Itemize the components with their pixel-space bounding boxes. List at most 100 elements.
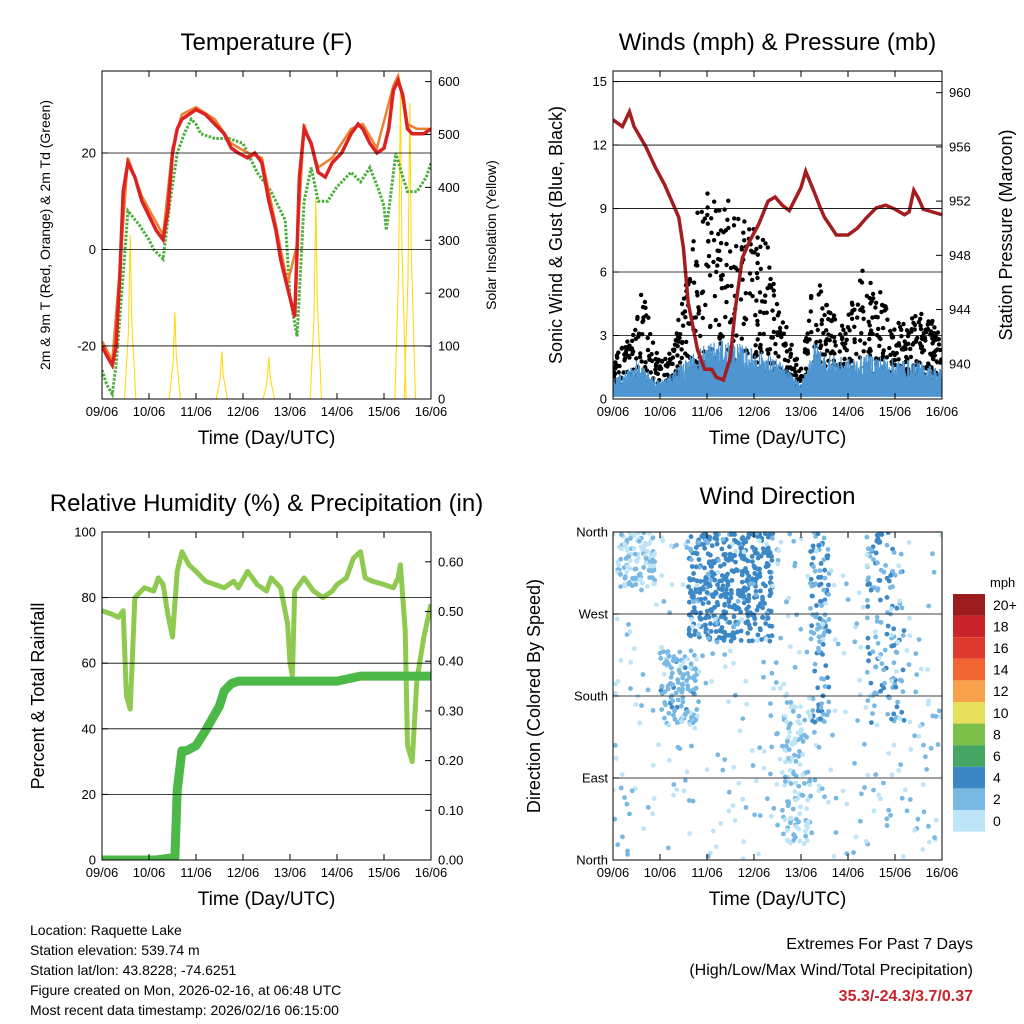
direction-point bbox=[821, 587, 827, 593]
direction-point bbox=[696, 699, 701, 705]
gust-point bbox=[753, 313, 758, 318]
direction-point bbox=[864, 669, 870, 675]
x-axis-label: Time (Day/UTC) bbox=[198, 428, 336, 449]
direction-point bbox=[690, 720, 696, 725]
gust-point bbox=[709, 216, 714, 221]
gust-point bbox=[758, 244, 763, 249]
direction-point bbox=[826, 699, 832, 705]
gust-point bbox=[639, 359, 644, 364]
direction-point bbox=[689, 715, 694, 720]
direction-point bbox=[659, 683, 665, 689]
direction-point bbox=[646, 532, 652, 536]
direction-point bbox=[819, 701, 825, 706]
gust-point bbox=[649, 358, 655, 364]
gust-point bbox=[870, 331, 875, 337]
solar-insolation-line bbox=[215, 351, 228, 399]
direction-point bbox=[835, 641, 841, 647]
direction-point bbox=[767, 580, 773, 585]
gust-point bbox=[822, 352, 827, 357]
direction-point bbox=[680, 660, 686, 665]
direction-point bbox=[893, 684, 899, 690]
direction-point bbox=[729, 591, 734, 596]
direction-point bbox=[622, 795, 627, 800]
y-axis-label: Percent & Total Rainfall bbox=[28, 603, 48, 790]
temperature-panel: 09/06 10/06 11/06 12/06 13/06 14/06 15/06 16/06… bbox=[37, 29, 499, 449]
direction-point bbox=[768, 701, 773, 706]
y-tick-label: 6 bbox=[600, 265, 607, 280]
direction-point bbox=[688, 534, 694, 540]
direction-point bbox=[818, 705, 824, 710]
direction-point bbox=[818, 561, 824, 566]
gust-point bbox=[743, 317, 749, 322]
direction-point bbox=[781, 831, 786, 837]
gust-point bbox=[628, 347, 633, 352]
direction-point bbox=[659, 645, 664, 650]
direction-point bbox=[686, 584, 691, 590]
gust-point bbox=[932, 325, 937, 330]
gust-point bbox=[817, 283, 823, 288]
direction-point bbox=[746, 622, 752, 628]
direction-point bbox=[894, 704, 900, 710]
direction-point bbox=[715, 569, 721, 575]
y-tick-label: 15 bbox=[593, 74, 607, 89]
gust-point bbox=[859, 331, 864, 336]
direction-point bbox=[624, 569, 630, 575]
gust-point bbox=[861, 349, 866, 354]
direction-point bbox=[782, 817, 788, 822]
gust-point bbox=[679, 340, 685, 346]
direction-point bbox=[775, 822, 780, 828]
gust-point bbox=[622, 356, 628, 361]
direction-point bbox=[659, 691, 665, 696]
direction-point bbox=[679, 682, 685, 688]
gust-point bbox=[645, 347, 651, 353]
direction-point bbox=[678, 718, 684, 724]
direction-point bbox=[871, 585, 877, 590]
direction-point bbox=[674, 787, 680, 792]
direction-point bbox=[736, 780, 742, 786]
direction-point bbox=[752, 621, 758, 627]
direction-point bbox=[876, 792, 881, 798]
direction-point bbox=[816, 783, 822, 789]
direction-point bbox=[822, 597, 828, 603]
gust-point bbox=[919, 334, 925, 339]
direction-point bbox=[643, 542, 649, 547]
direction-point bbox=[808, 576, 814, 582]
direction-point bbox=[716, 558, 721, 563]
direction-point bbox=[819, 603, 824, 608]
gust-point bbox=[844, 337, 849, 342]
gust-point bbox=[659, 359, 665, 364]
direction-point bbox=[798, 626, 804, 632]
gust-point bbox=[747, 227, 752, 232]
plot-frame bbox=[612, 70, 943, 400]
direction-point bbox=[889, 643, 895, 649]
y-tick-label: West bbox=[579, 607, 609, 622]
direction-point bbox=[889, 678, 894, 684]
direction-point bbox=[613, 816, 618, 822]
direction-point bbox=[757, 745, 763, 751]
direction-point bbox=[912, 733, 917, 739]
direction-point bbox=[637, 538, 642, 544]
direction-point bbox=[647, 575, 652, 580]
gust-point bbox=[793, 369, 798, 375]
direction-point bbox=[665, 649, 671, 655]
x-tick-label: 12/06 bbox=[227, 865, 260, 880]
direction-point bbox=[639, 587, 644, 593]
y-axis-label: 2m & 9m T (Red, Orange) & 2m Td (Green) bbox=[37, 100, 53, 370]
gust-point bbox=[843, 341, 848, 346]
gust-point bbox=[717, 335, 722, 340]
direction-point bbox=[939, 533, 942, 538]
gust-point bbox=[782, 357, 788, 362]
direction-point bbox=[797, 762, 803, 767]
direction-point bbox=[907, 633, 913, 639]
y-tick-label: 100 bbox=[74, 525, 96, 540]
direction-point bbox=[797, 811, 803, 817]
direction-point bbox=[738, 638, 744, 643]
direction-point bbox=[822, 612, 828, 618]
direction-point bbox=[782, 747, 787, 752]
gust-point bbox=[913, 314, 918, 319]
direction-point bbox=[925, 667, 930, 672]
direction-point bbox=[773, 660, 779, 665]
direction-point bbox=[885, 623, 891, 629]
direction-point bbox=[742, 539, 748, 545]
gust-point bbox=[814, 322, 819, 328]
